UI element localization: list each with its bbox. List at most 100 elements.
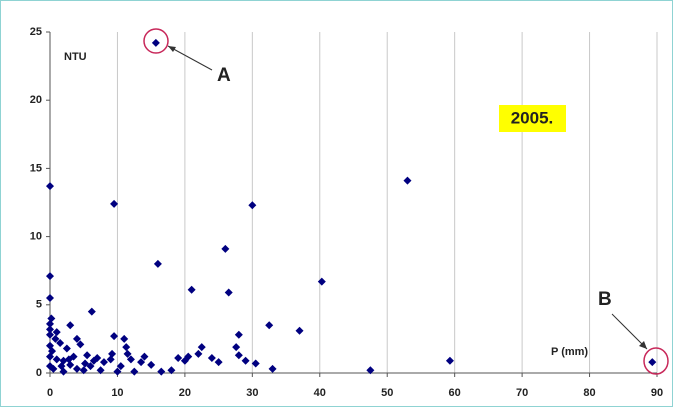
point	[81, 359, 90, 368]
point	[52, 355, 61, 364]
y-tick-label: 15	[30, 162, 42, 174]
point	[157, 367, 166, 376]
point	[648, 358, 657, 367]
y-tick-label: 20	[30, 94, 42, 106]
point	[194, 349, 203, 358]
point	[197, 343, 206, 352]
point	[79, 366, 88, 375]
point	[52, 328, 61, 337]
x-tick-label: 90	[651, 387, 663, 399]
point	[232, 343, 241, 352]
point	[366, 366, 375, 375]
label-a: A	[217, 65, 231, 86]
point	[137, 358, 146, 367]
point	[268, 364, 277, 373]
points	[46, 38, 657, 376]
point	[46, 272, 54, 281]
point	[57, 362, 66, 371]
circle-a	[143, 28, 169, 54]
circle-b	[643, 347, 669, 375]
point	[445, 356, 454, 365]
arrowhead-b	[639, 341, 647, 349]
point	[403, 176, 412, 185]
point	[248, 201, 257, 210]
point	[187, 285, 196, 294]
point	[110, 332, 119, 341]
point	[167, 366, 176, 375]
arrow-b	[611, 313, 648, 350]
year-label: 2005.	[511, 108, 554, 127]
point	[66, 321, 75, 330]
point	[46, 362, 54, 371]
label-b: B	[598, 289, 612, 310]
y-tick-label: 0	[36, 367, 42, 379]
point	[153, 259, 162, 268]
point	[86, 362, 95, 371]
arrow-a	[167, 45, 213, 71]
x-tick-label: 10	[111, 387, 123, 399]
point	[116, 362, 125, 371]
year-highlight	[499, 105, 566, 132]
point	[46, 325, 54, 334]
point	[106, 355, 115, 364]
point	[214, 358, 223, 367]
point	[120, 334, 129, 343]
point	[224, 288, 233, 297]
point	[147, 360, 156, 369]
y-tick-label: 10	[30, 231, 42, 243]
point	[64, 355, 73, 364]
point	[51, 334, 60, 343]
point	[207, 353, 216, 362]
point	[151, 38, 160, 47]
point	[46, 182, 54, 191]
point	[56, 338, 65, 347]
point	[113, 367, 122, 376]
point	[108, 349, 117, 358]
point	[46, 319, 54, 328]
point	[46, 330, 54, 339]
point	[251, 359, 260, 368]
x-tick-label: 0	[47, 387, 53, 399]
x-tick-label: 20	[179, 387, 191, 399]
point	[99, 358, 108, 367]
x-unit-label: P (mm)	[551, 346, 588, 358]
point	[130, 367, 139, 376]
point	[184, 352, 193, 361]
point	[265, 321, 274, 330]
y-tick-label: 5	[36, 299, 42, 311]
point	[48, 347, 57, 356]
point	[123, 349, 132, 358]
point	[221, 244, 230, 253]
point	[96, 366, 105, 375]
x-tick-label: 80	[583, 387, 595, 399]
point	[72, 334, 81, 343]
point	[66, 360, 75, 369]
point	[62, 344, 71, 353]
point	[89, 356, 98, 365]
arrowhead-a	[168, 46, 176, 52]
point	[72, 364, 81, 373]
point	[126, 355, 135, 364]
point	[47, 314, 56, 323]
x-tick-label: 40	[314, 387, 326, 399]
point	[317, 277, 326, 286]
x-tick-label: 30	[246, 387, 258, 399]
point	[76, 340, 85, 349]
point	[122, 343, 131, 352]
x-tick-label: 60	[449, 387, 461, 399]
point	[83, 351, 92, 360]
point	[110, 199, 119, 208]
point	[241, 356, 250, 365]
point	[46, 293, 54, 302]
point	[140, 352, 149, 361]
y-unit-label: NTU	[64, 51, 87, 63]
x-tick-label: 70	[516, 387, 528, 399]
point	[295, 326, 304, 335]
x-tick-label: 50	[381, 387, 393, 399]
y-tick-label: 25	[30, 26, 42, 38]
point	[234, 351, 243, 360]
point	[174, 353, 183, 362]
point	[87, 307, 96, 316]
point	[234, 330, 243, 339]
